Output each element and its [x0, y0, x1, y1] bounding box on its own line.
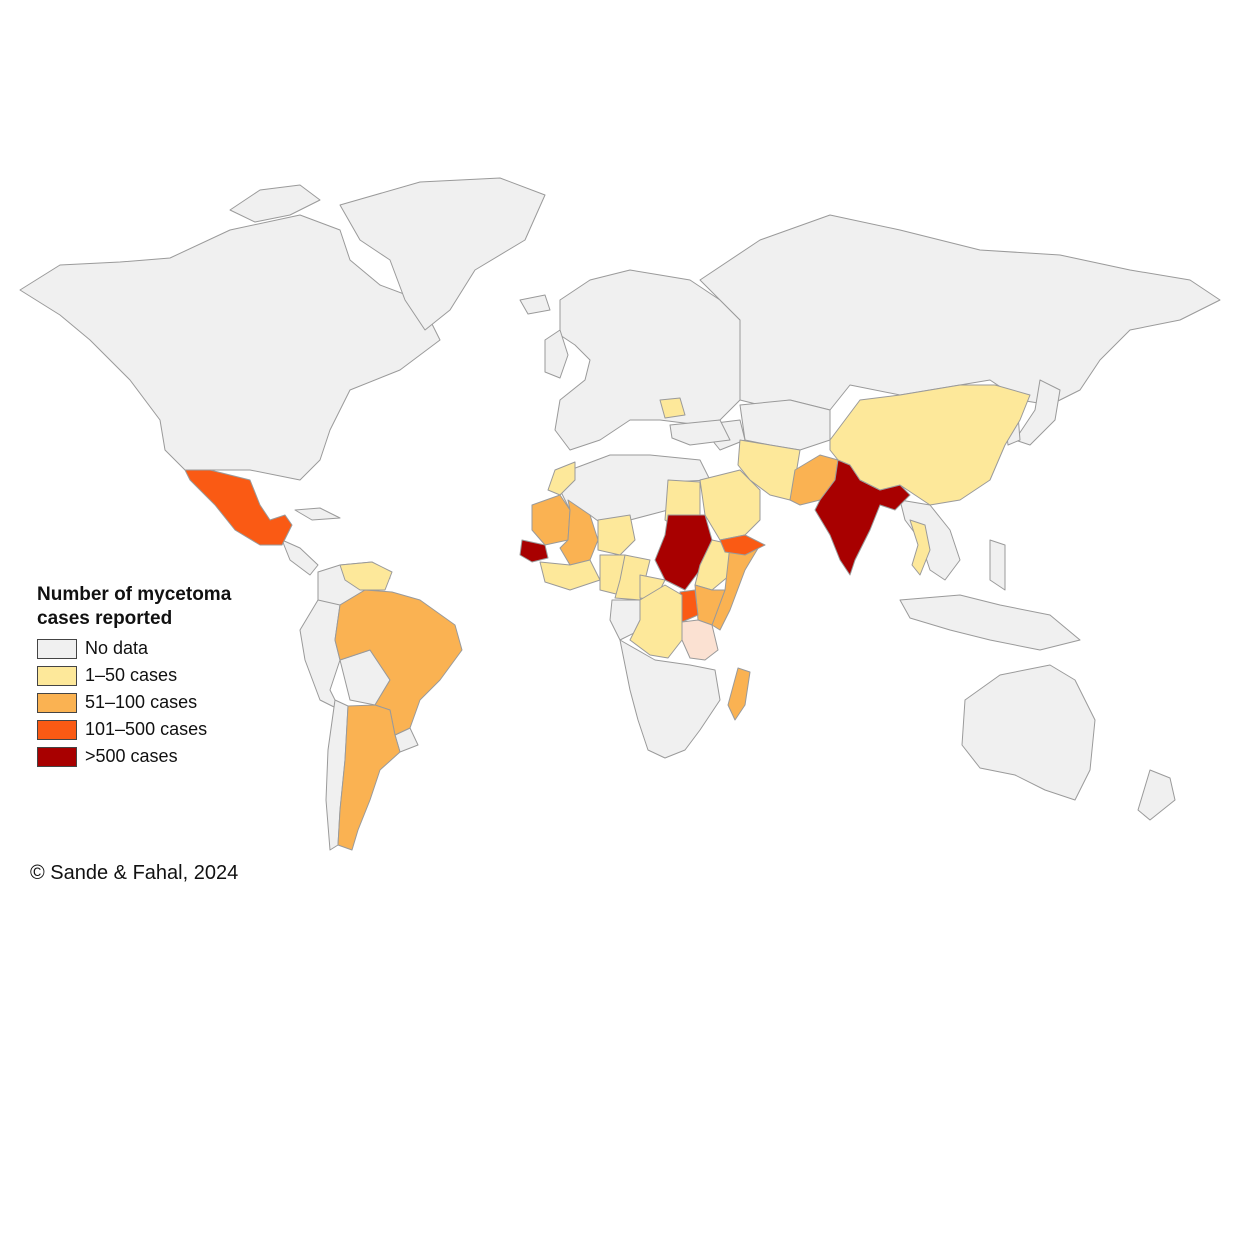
legend-item-500: >500 cases [37, 743, 267, 770]
country-romania [659, 397, 686, 419]
country-yemen [719, 534, 766, 556]
country-uk [544, 329, 569, 379]
legend-title: Number of mycetoma cases reported [37, 584, 232, 629]
legend-item-nodata: No data [37, 635, 267, 662]
country-saudi-arabia [699, 469, 761, 541]
country-canada-islands [229, 184, 321, 223]
legend-swatch-nodata [37, 638, 77, 659]
legend-item-51-100: 51–100 cases [37, 689, 267, 716]
country-europe [554, 269, 741, 451]
country-senegal [519, 539, 549, 563]
map-legend: Number of mycetoma cases reported No dat… [37, 583, 267, 770]
country-cuba [294, 507, 341, 521]
legend-item-1-50: 1–50 cases [37, 662, 267, 689]
legend-swatch-500 [37, 746, 77, 767]
country-west-africa-coast [539, 559, 601, 591]
country-china [829, 384, 1031, 506]
country-japan [1014, 379, 1061, 446]
country-southern-africa [619, 639, 721, 759]
legend-label-nodata: No data [85, 638, 149, 658]
legend-label-500: >500 cases [85, 746, 178, 766]
country-tanzania [681, 619, 719, 661]
country-dr-congo [629, 584, 683, 659]
country-brazil [334, 589, 463, 736]
country-central-asia [739, 399, 831, 451]
country-thailand [909, 519, 931, 576]
country-indonesia [899, 594, 1081, 651]
legend-label-101-500: 101–500 cases [85, 719, 208, 739]
country-new-zealand [1137, 769, 1176, 821]
country-central-america [281, 539, 319, 576]
data-countries [184, 384, 1031, 851]
legend-swatch-101-500 [37, 719, 77, 740]
country-southeast-asia [899, 499, 961, 581]
country-morocco [547, 461, 576, 496]
country-uganda [679, 589, 699, 623]
legend-label-51-100: 51–100 cases [85, 692, 198, 712]
country-mexico [184, 469, 293, 546]
country-russia-asia [699, 214, 1221, 411]
country-sudan [654, 514, 713, 591]
country-madagascar [727, 667, 751, 721]
country-peru-region [299, 599, 341, 711]
country-mauritania [531, 494, 571, 546]
country-iceland [519, 294, 551, 315]
legend-label-1-50: 1–50 cases [85, 665, 178, 685]
copyright-notice: © Sande & Fahal, 2024 [30, 862, 239, 884]
legend-item-101-500: 101–500 cases [37, 716, 267, 743]
country-australia [961, 664, 1096, 801]
country-argentina [337, 704, 401, 851]
legend-swatch-51-100 [37, 692, 77, 713]
legend-swatch-1-50 [37, 665, 77, 686]
country-philippines [989, 539, 1006, 591]
country-niger [597, 514, 636, 556]
country-venezuela [339, 561, 393, 591]
country-greenland [339, 177, 546, 331]
country-north-america [19, 214, 441, 481]
country-turkey [669, 419, 731, 446]
